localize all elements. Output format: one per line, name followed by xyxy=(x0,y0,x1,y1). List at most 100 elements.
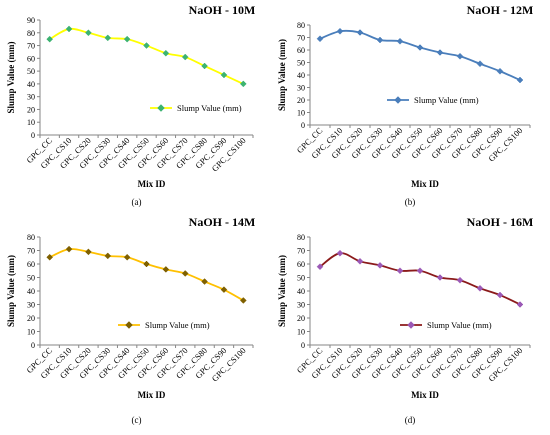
data-point-marker xyxy=(336,27,344,35)
data-point-marker xyxy=(65,245,73,253)
data-point-marker xyxy=(123,253,131,261)
y-tick-label: 0 xyxy=(31,341,35,350)
legend-marker xyxy=(157,104,165,112)
y-tick-label: 80 xyxy=(27,29,35,38)
data-point-marker xyxy=(46,253,54,261)
data-point-marker xyxy=(376,36,384,44)
data-point-marker xyxy=(162,49,170,57)
legend: Slump Value (mm) xyxy=(400,320,492,330)
chart-title: NaOH - 14M xyxy=(189,215,256,229)
y-tick-label: 60 xyxy=(297,46,305,55)
y-tick-label: 10 xyxy=(297,328,305,337)
data-point-marker xyxy=(104,34,112,42)
y-tick-label: 50 xyxy=(297,59,305,68)
x-axis-title: Mix ID xyxy=(411,390,439,400)
chart-panel-d: NaOH - 16M01020304050607080GPC_CCGPC_CS1… xyxy=(277,215,533,425)
y-tick-label: 40 xyxy=(297,287,305,296)
legend: Slump Value (mm) xyxy=(118,320,210,330)
series-line xyxy=(49,27,244,85)
series-line xyxy=(319,29,521,81)
data-point-marker xyxy=(356,29,364,36)
data-point-marker xyxy=(65,25,73,33)
data-point-marker xyxy=(239,297,247,304)
y-tick-label: 40 xyxy=(297,71,305,80)
data-point-marker xyxy=(416,44,424,51)
chart-title: NaOH - 16M xyxy=(467,215,534,229)
y-tick-label: 10 xyxy=(27,328,35,337)
legend-marker xyxy=(407,321,415,329)
data-point-marker xyxy=(239,80,247,88)
data-point-marker xyxy=(316,263,324,271)
y-tick-label: 80 xyxy=(27,233,35,242)
data-point-marker xyxy=(85,29,92,37)
data-point-marker xyxy=(336,249,344,257)
y-tick-label: 50 xyxy=(297,274,305,283)
x-axis-title: Mix ID xyxy=(138,390,166,400)
data-point-marker xyxy=(396,267,404,275)
data-point-marker xyxy=(356,257,364,265)
legend: Slump Value (mm) xyxy=(387,95,479,105)
y-tick-label: 30 xyxy=(297,301,305,310)
y-tick-label: 30 xyxy=(297,84,305,93)
y-tick-label: 40 xyxy=(27,287,35,296)
y-tick-label: 40 xyxy=(27,80,35,89)
y-tick-label: 20 xyxy=(297,314,305,323)
data-point-marker xyxy=(181,270,189,277)
data-point-marker xyxy=(220,286,228,294)
panel-caption: (b) xyxy=(405,197,416,207)
data-point-marker xyxy=(516,76,524,84)
legend-label: Slump Value (mm) xyxy=(145,320,210,330)
data-point-marker xyxy=(316,35,324,43)
y-tick-label: 70 xyxy=(297,247,305,256)
y-tick-label: 0 xyxy=(301,121,305,130)
data-point-marker xyxy=(476,284,484,292)
y-tick-label: 90 xyxy=(27,16,35,25)
data-point-marker xyxy=(416,267,424,275)
panel-caption: (d) xyxy=(405,415,416,425)
data-point-marker xyxy=(456,276,464,284)
y-tick-label: 60 xyxy=(27,54,35,63)
y-axis-title: Slump Value (mm) xyxy=(6,255,16,327)
y-tick-label: 0 xyxy=(31,131,35,140)
x-axis-title: Mix ID xyxy=(411,179,439,189)
chart-panel-c: NaOH - 14M01020304050607080GPC_CCGPC_CS1… xyxy=(6,215,255,425)
data-point-marker xyxy=(85,248,92,256)
data-point-marker xyxy=(162,266,170,273)
y-tick-label: 60 xyxy=(27,260,35,269)
y-tick-label: 30 xyxy=(27,301,35,310)
legend-label: Slump Value (mm) xyxy=(177,103,242,113)
series-line xyxy=(319,252,521,306)
y-tick-label: 50 xyxy=(27,274,35,283)
legend-label: Slump Value (mm) xyxy=(414,95,479,105)
y-tick-label: 70 xyxy=(297,34,305,43)
chart-title: NaOH - 10M xyxy=(189,3,256,17)
data-point-marker xyxy=(436,274,444,281)
data-point-marker xyxy=(201,62,208,70)
chart-panel-a: NaOH - 10M0102030405060708090GPC_CCGPC_C… xyxy=(6,3,255,207)
legend: Slump Value (mm) xyxy=(150,103,242,113)
y-axis-title: Slump Value (mm) xyxy=(6,41,16,113)
y-tick-label: 50 xyxy=(27,67,35,76)
data-point-marker xyxy=(181,53,189,61)
data-point-marker xyxy=(476,60,484,68)
legend-marker xyxy=(394,96,402,104)
y-tick-label: 10 xyxy=(27,118,35,127)
data-point-marker xyxy=(496,67,504,75)
data-point-marker xyxy=(46,35,54,43)
y-axis-title: Slump Value (mm) xyxy=(277,39,287,111)
y-tick-label: 10 xyxy=(297,109,305,118)
series-line xyxy=(49,248,244,302)
y-tick-label: 30 xyxy=(27,93,35,102)
panel-caption: (c) xyxy=(132,415,142,425)
y-tick-label: 20 xyxy=(297,96,305,105)
legend-marker xyxy=(125,321,133,329)
x-axis-title: Mix ID xyxy=(138,179,166,189)
y-tick-label: 70 xyxy=(27,247,35,256)
data-point-marker xyxy=(496,291,504,299)
data-point-marker xyxy=(396,37,404,45)
legend-label: Slump Value (mm) xyxy=(427,320,492,330)
data-point-marker xyxy=(104,252,112,260)
data-point-marker xyxy=(143,260,150,268)
